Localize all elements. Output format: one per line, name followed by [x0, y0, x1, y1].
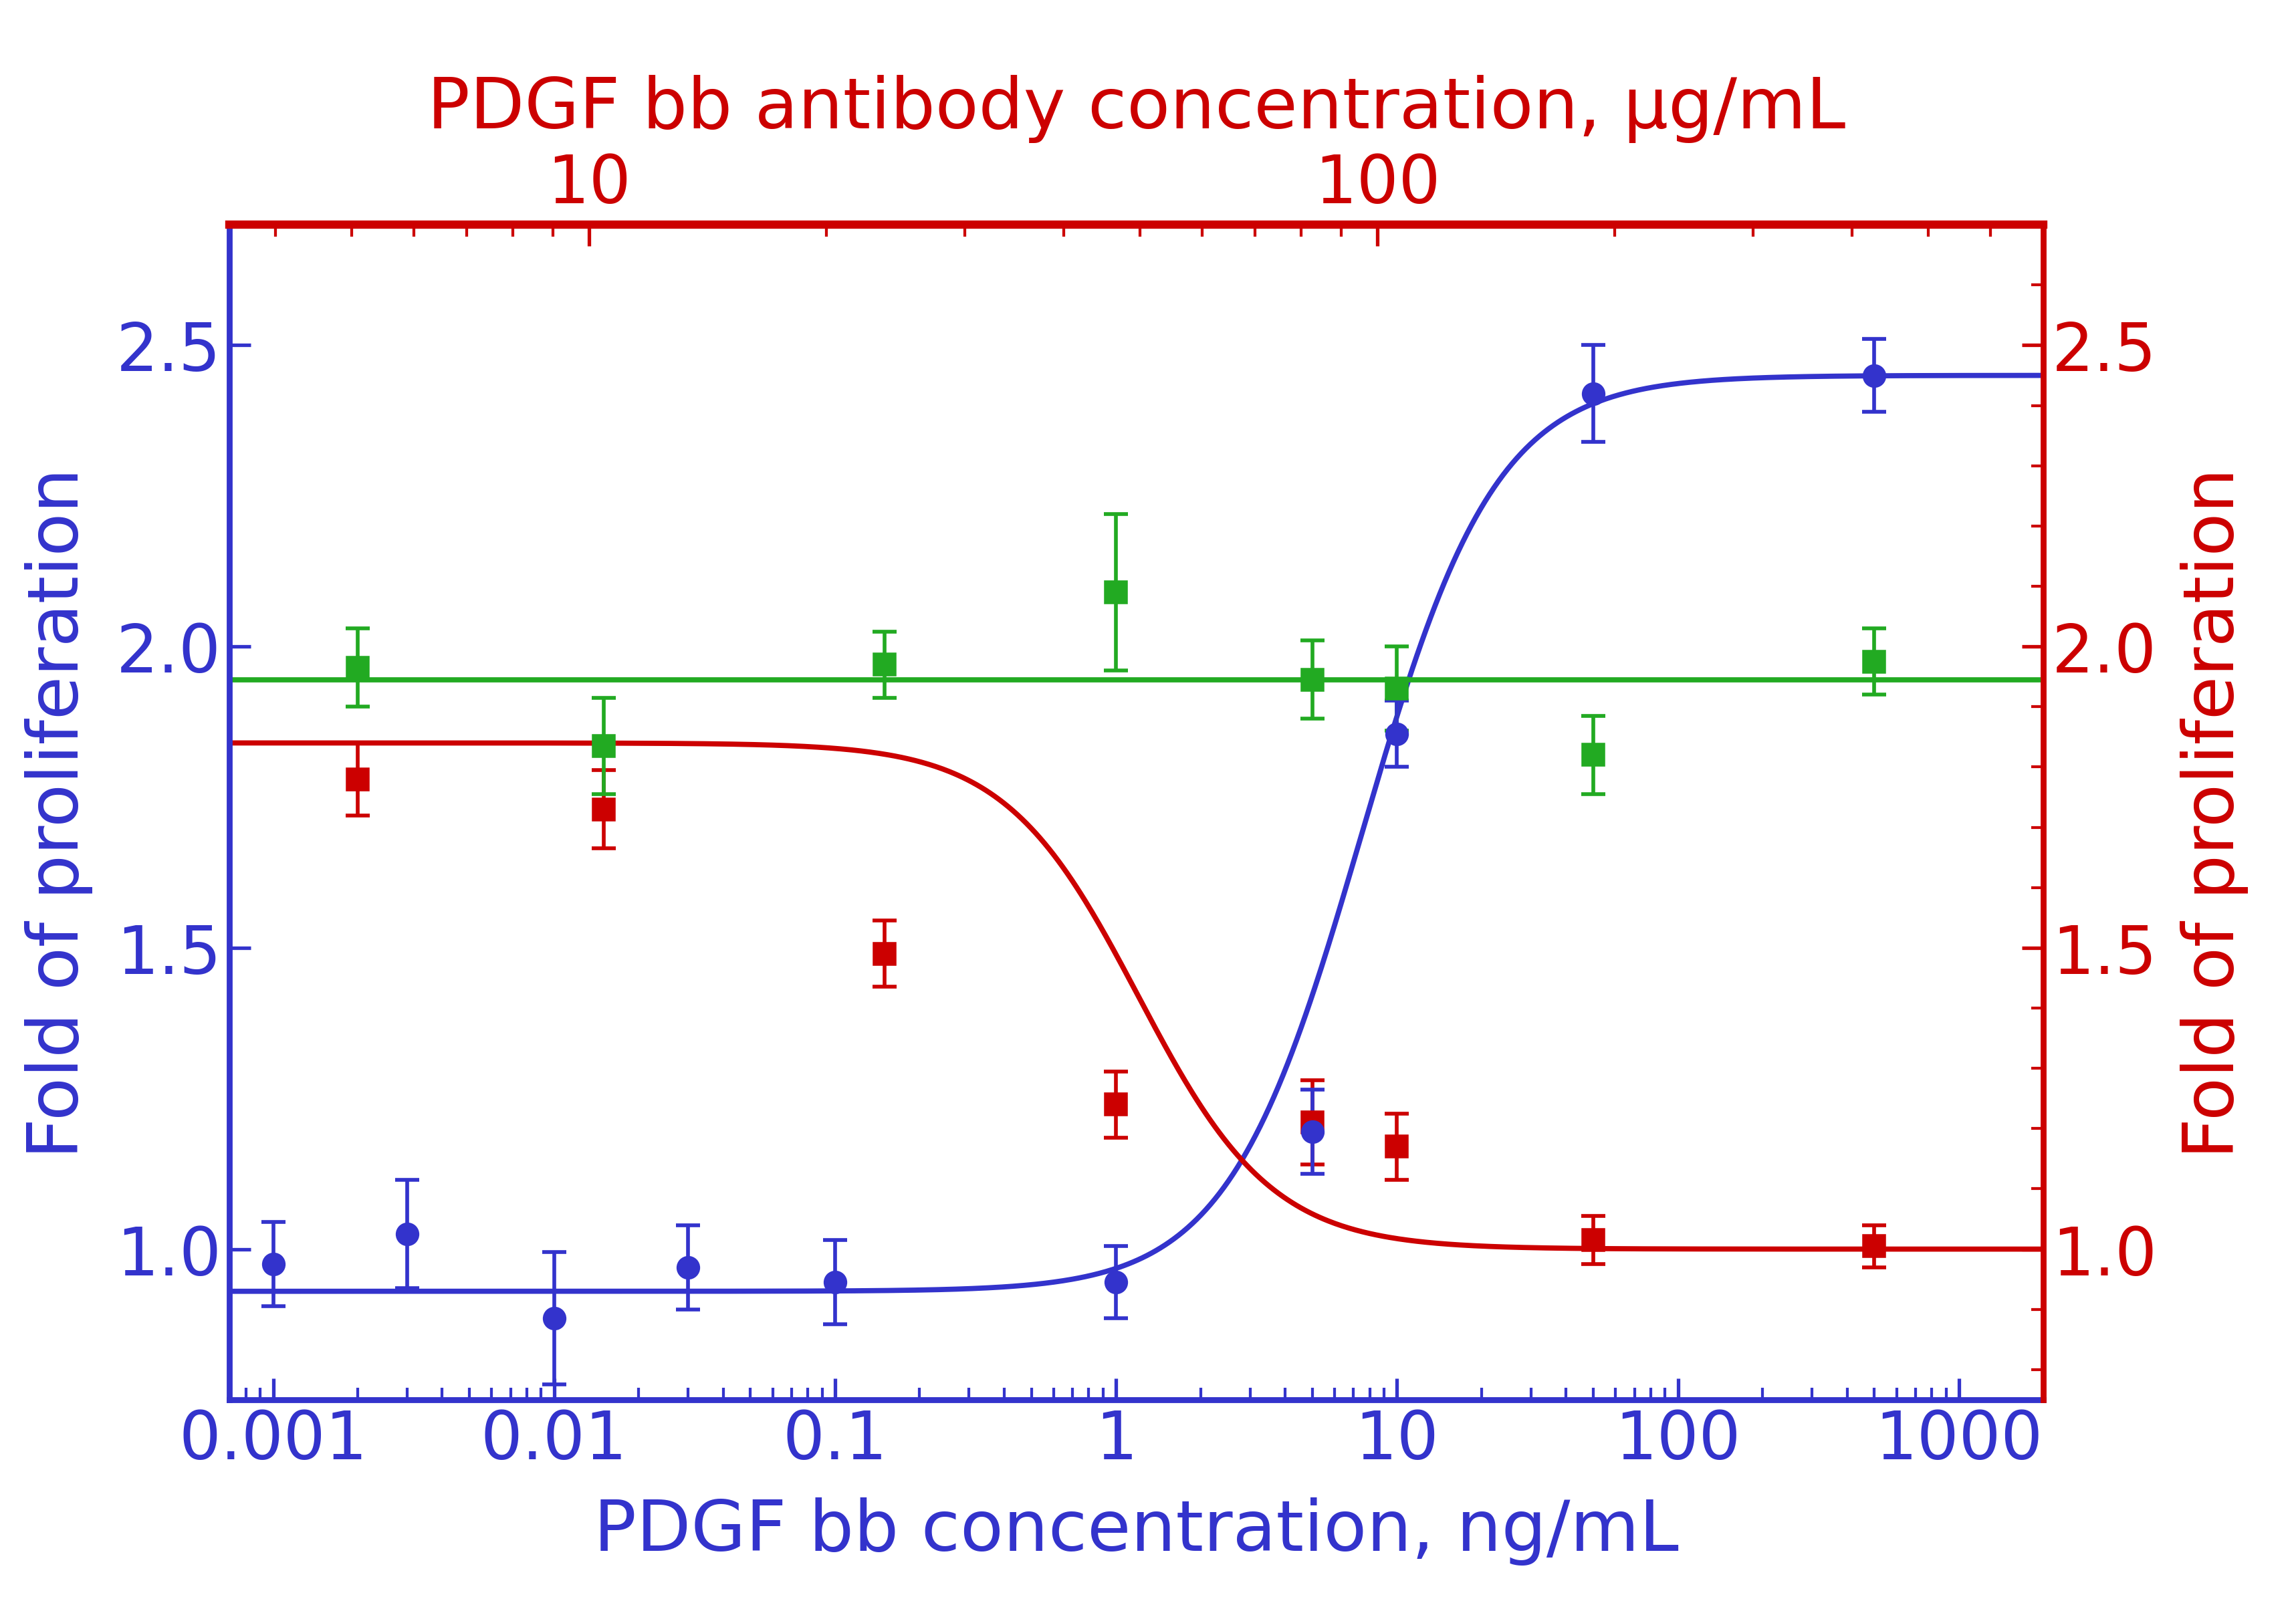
Y-axis label: Fold of proliferation: Fold of proliferation	[2181, 467, 2248, 1158]
X-axis label: PDGF bb concentration, ng/mL: PDGF bb concentration, ng/mL	[595, 1496, 1678, 1564]
Y-axis label: Fold of proliferation: Fold of proliferation	[25, 467, 92, 1158]
X-axis label: PDGF bb antibody concentration, μg/mL: PDGF bb antibody concentration, μg/mL	[427, 76, 1846, 143]
